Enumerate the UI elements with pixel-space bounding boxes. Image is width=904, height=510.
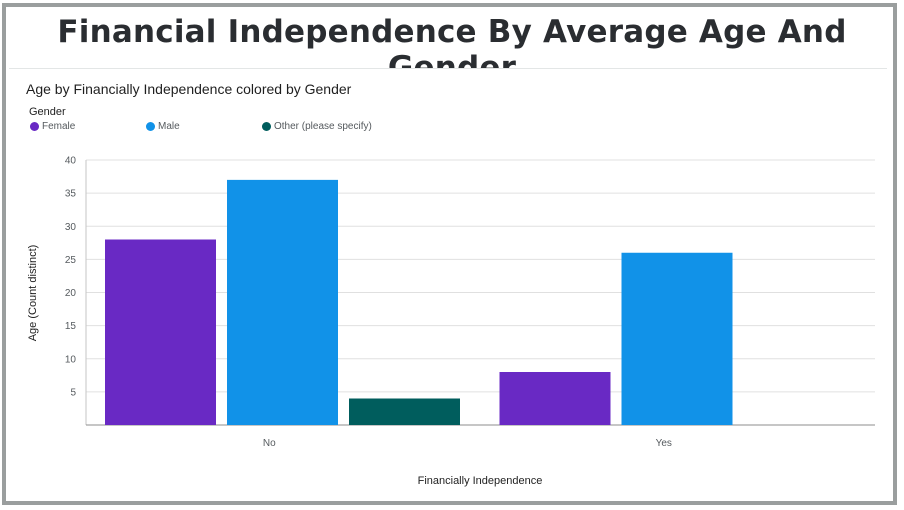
legend-label-male: Male: [158, 121, 180, 132]
legend-item-female[interactable]: Female: [30, 121, 75, 132]
y-tick-label: 20: [65, 288, 77, 299]
x-tick-label: No: [263, 438, 276, 449]
legend-item-other[interactable]: Other (please specify): [262, 121, 372, 132]
bar-yes-male: [621, 252, 733, 425]
y-tick-label: 15: [65, 321, 77, 332]
x-tick-label: Yes: [656, 438, 672, 449]
bar-no-male: [227, 179, 338, 425]
y-tick-label: 40: [65, 156, 77, 167]
legend-swatch-male: [146, 122, 155, 131]
legend-swatch-other: [262, 122, 271, 131]
y-tick-label: 30: [65, 222, 77, 233]
x-axis-title: Financially Independence: [418, 475, 543, 487]
bar-yes-female: [499, 372, 611, 425]
y-tick-label: 35: [65, 189, 77, 200]
legend-item-male[interactable]: Male: [146, 121, 180, 132]
chart-title: Age by Financially Independence colored …: [26, 81, 352, 97]
bar-no-other: [349, 398, 460, 425]
y-axis-title: Age (Count distinct): [27, 245, 39, 342]
y-tick-label: 25: [65, 255, 77, 266]
y-tick-label: 5: [70, 387, 76, 398]
y-tick-label: 10: [65, 354, 77, 365]
legend-label-other: Other (please specify): [274, 121, 372, 132]
legend-title: Gender: [29, 106, 66, 118]
legend-label-female: Female: [42, 121, 76, 132]
legend-swatch-female: [30, 122, 39, 131]
bar-no-female: [105, 239, 216, 425]
